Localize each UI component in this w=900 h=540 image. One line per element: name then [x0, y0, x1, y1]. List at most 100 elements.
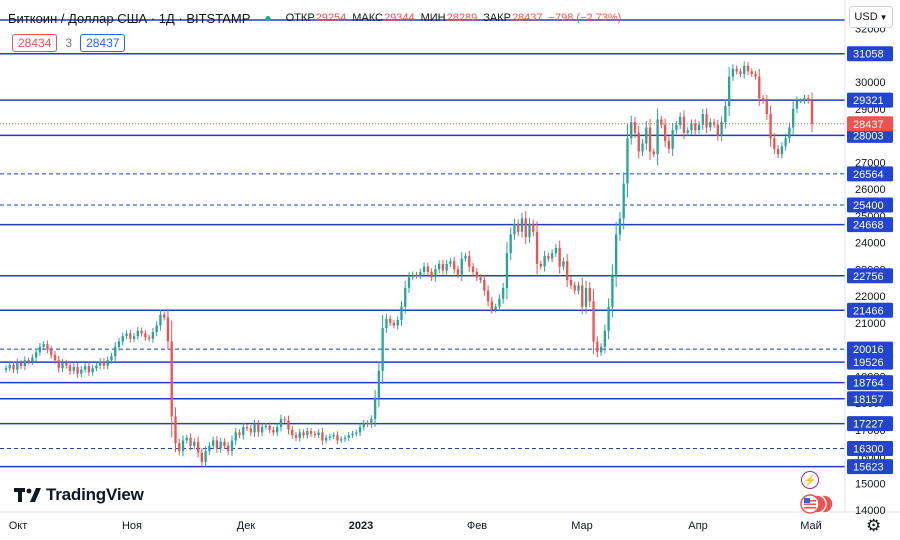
candle-body: [65, 362, 68, 366]
candle-body: [645, 127, 648, 144]
candle-body: [430, 271, 433, 278]
candle-body: [68, 365, 72, 371]
candle-body: [264, 425, 268, 428]
candle-body: [163, 314, 166, 318]
candle-body: [95, 365, 98, 369]
candle-body: [377, 370, 381, 398]
candle-body: [569, 279, 573, 286]
candle-body: [309, 431, 313, 434]
candle-body: [12, 365, 15, 370]
candle-body: [607, 306, 610, 331]
level-price-tags: 31058 29321 28003 26564 25400 24668 22756 21466…: [847, 46, 893, 475]
candle-body: [340, 439, 343, 441]
candle-body: [727, 76, 731, 107]
candle-body: [98, 361, 102, 366]
candle-body: [505, 253, 509, 288]
candle-body: [102, 361, 106, 366]
candle-body: [336, 435, 339, 441]
candle-body: [276, 427, 279, 433]
candle-body: [539, 263, 542, 267]
candle-body: [178, 443, 181, 452]
candle-body: [370, 419, 373, 425]
y-tick-label: 24000: [855, 238, 886, 250]
candle-body: [306, 431, 309, 436]
candle-body: [272, 429, 275, 433]
candle-body: [633, 122, 637, 133]
level-tag-box: [847, 92, 893, 108]
level-tag-box: [847, 459, 893, 475]
candle-body: [776, 148, 780, 155]
level-tag-label: 28003: [853, 130, 884, 142]
candle-body: [573, 285, 576, 291]
candle-body: [223, 441, 226, 446]
close-value: 28437: [511, 12, 543, 24]
candle-body: [686, 130, 689, 133]
candle-body: [373, 397, 377, 420]
candlesticks: [4, 61, 814, 467]
gear-icon[interactable]: ⚙: [866, 516, 882, 535]
candle-body: [389, 318, 392, 323]
y-tick-label: 14000: [855, 505, 886, 517]
y-tick-label: 22000: [855, 291, 886, 303]
candle-body: [185, 437, 188, 441]
sell-price-button[interactable]: 28434: [12, 34, 58, 52]
lightning-icon[interactable]: ⚡: [801, 471, 819, 489]
level-tag-label: 29321: [853, 95, 884, 107]
candle-body: [592, 301, 595, 342]
level-tag-label: 24668: [853, 220, 884, 232]
currency-selector[interactable]: USD ▼: [849, 6, 893, 28]
tradingview-mark-icon: [14, 488, 41, 502]
candle-body: [249, 428, 252, 433]
tradingview-logo[interactable]: TradingView: [14, 485, 144, 505]
candle-body: [4, 368, 8, 370]
candle-body: [701, 114, 704, 125]
candle-body: [279, 419, 283, 428]
candle-body: [347, 435, 350, 438]
candle-body: [313, 433, 317, 436]
level-tag-box: [847, 391, 893, 407]
candle-body: [437, 263, 441, 270]
candle-body: [773, 138, 776, 149]
candle-body: [34, 352, 38, 358]
candle-body: [486, 290, 490, 302]
us-flag-icon[interactable]: [800, 493, 834, 515]
candle-body: [735, 68, 738, 72]
candle-body: [780, 146, 784, 155]
candle-body: [520, 218, 524, 232]
candle-body: [513, 223, 516, 235]
candle-body: [385, 318, 388, 329]
candle-body: [46, 344, 49, 350]
level-tag-label: 31058: [853, 49, 884, 61]
candle-body: [415, 274, 418, 276]
candle-body: [453, 261, 456, 270]
candle-body: [234, 432, 237, 441]
candle-body: [754, 73, 757, 77]
candle-body: [381, 328, 384, 371]
candle-body: [456, 269, 460, 275]
candle-body: [260, 427, 264, 433]
candle-body: [411, 274, 414, 278]
y-tick-label: 21000: [855, 318, 886, 330]
candle-body: [795, 100, 799, 109]
x-tick-label: Май: [800, 520, 822, 532]
symbol-title[interactable]: Биткоин / Доллар США · 1Д · BITSTAMP: [8, 10, 251, 26]
buy-price-button[interactable]: 28437: [80, 34, 126, 52]
candle-body: [215, 440, 219, 449]
candle-body: [566, 261, 569, 280]
candle-body: [294, 435, 298, 438]
close-label: ЗАКР: [483, 12, 511, 24]
candle-body: [810, 100, 814, 124]
candle-body: [332, 435, 335, 437]
x-tick-label: Фев: [467, 520, 487, 532]
candle-body: [426, 266, 429, 272]
candle-body: [758, 76, 761, 99]
quote-panel: 28434 3 28437: [12, 34, 126, 52]
candle-body: [400, 306, 403, 321]
price-tag-box: [847, 116, 893, 132]
candle-body: [193, 441, 196, 446]
candle-body: [501, 287, 505, 299]
level-tag-box: [847, 341, 893, 357]
candle-body: [324, 437, 328, 441]
candle-body: [652, 151, 655, 155]
